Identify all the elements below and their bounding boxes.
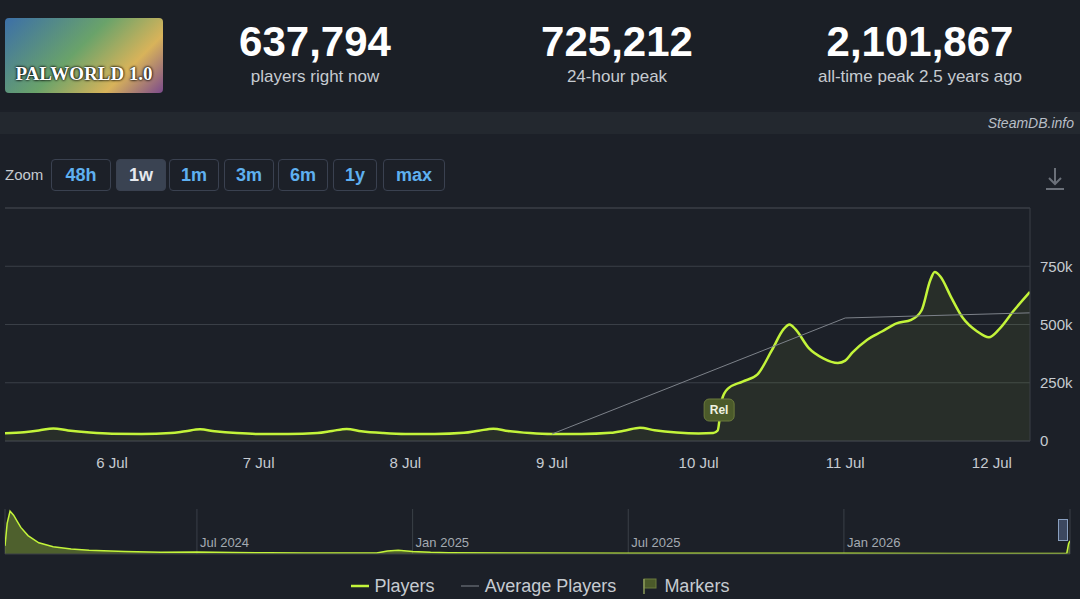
html-text:Zoom: Zoom <box>5 166 44 183</box>
html-text:637,794: 637,794 <box>239 18 391 65</box>
html-text:3m: 3m <box>236 164 262 185</box>
html-text:Markers: Markers <box>664 575 730 596</box>
html-text:1m: 1m <box>181 164 207 185</box>
html-text:PALWORLD 1.0: PALWORLD 1.0 <box>15 63 153 84</box>
svg-text:Jan 2026: Jan 2026 <box>847 535 901 550</box>
svg-text:250k: 250k <box>1040 374 1073 391</box>
svg-text:12 Jul: 12 Jul <box>972 454 1012 471</box>
html-text:max: max <box>396 164 432 185</box>
svg-text:10 Jul: 10 Jul <box>679 454 719 471</box>
svg-text:9 Jul: 9 Jul <box>536 454 568 471</box>
html-text:all-time peak 2.5 years ago: all-time peak 2.5 years ago <box>817 67 1022 86</box>
svg-text:750k: 750k <box>1040 258 1073 275</box>
html-text:1w: 1w <box>129 164 153 185</box>
svg-text:6 Jul: 6 Jul <box>96 454 128 471</box>
svg-text:500k: 500k <box>1040 316 1073 333</box>
html-text:725,212: 725,212 <box>541 18 693 65</box>
html-text:48h: 48h <box>65 164 97 185</box>
html-text:Average Players: Average Players <box>484 575 617 596</box>
html-text:2,101,867: 2,101,867 <box>826 18 1014 65</box>
html-text:SteamDB.info: SteamDB.info <box>987 115 1074 131</box>
svg-text:Jul 2024: Jul 2024 <box>200 535 249 550</box>
html-text:24-hour peak: 24-hour peak <box>566 67 668 86</box>
svg-text:7 Jul: 7 Jul <box>243 454 275 471</box>
svg-text:8 Jul: 8 Jul <box>389 454 421 471</box>
svg-text:Jul 2025: Jul 2025 <box>631 535 680 550</box>
html-text:1y: 1y <box>345 164 365 185</box>
svg-text:11 Jul: 11 Jul <box>826 454 865 471</box>
html-text:players right now: players right now <box>250 67 380 86</box>
html-text:6m: 6m <box>290 164 316 185</box>
svg-text:Rel: Rel <box>710 403 729 417</box>
svg-text:Jan 2025: Jan 2025 <box>416 535 470 550</box>
svg-text:0: 0 <box>1040 432 1048 449</box>
html-text:Players: Players <box>374 575 435 596</box>
